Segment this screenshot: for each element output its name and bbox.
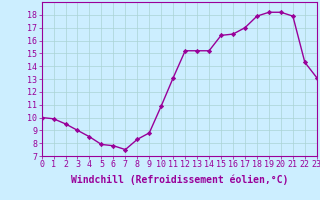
X-axis label: Windchill (Refroidissement éolien,°C): Windchill (Refroidissement éolien,°C)	[70, 175, 288, 185]
